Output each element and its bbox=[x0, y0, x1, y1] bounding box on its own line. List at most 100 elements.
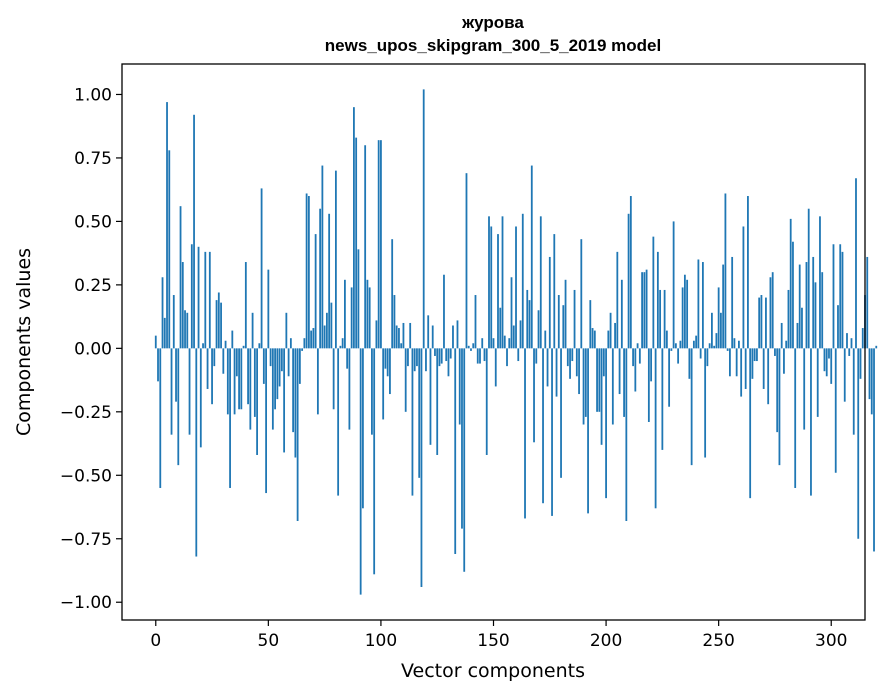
bar-component-239 bbox=[692, 340, 695, 349]
bar-component-0 bbox=[154, 335, 157, 349]
y-tick-label: 1.00 bbox=[74, 85, 112, 105]
x-tick-label: 0 bbox=[150, 631, 161, 651]
bar-component-260 bbox=[740, 348, 743, 397]
bar-component-153 bbox=[499, 307, 502, 349]
bar-component-30 bbox=[222, 348, 225, 374]
bar-component-307 bbox=[846, 333, 848, 349]
bar-component-91 bbox=[359, 348, 362, 595]
bar-component-187 bbox=[575, 348, 578, 377]
bar-component-226 bbox=[663, 289, 666, 349]
bar-component-53 bbox=[274, 348, 276, 410]
bar-component-301 bbox=[832, 244, 835, 349]
x-tick-label: 150 bbox=[477, 631, 509, 651]
bar-component-135 bbox=[458, 348, 461, 425]
bar-component-290 bbox=[807, 208, 810, 349]
bar-component-123 bbox=[431, 325, 434, 349]
bar-component-180 bbox=[560, 348, 562, 478]
bar-component-5 bbox=[166, 102, 168, 349]
bar-component-214 bbox=[636, 343, 639, 349]
bar-component-99 bbox=[377, 140, 380, 349]
bar-component-303 bbox=[837, 305, 839, 349]
bar-component-55 bbox=[278, 348, 281, 387]
bar-component-42 bbox=[249, 348, 252, 430]
bar-component-59 bbox=[287, 348, 290, 377]
bar-component-220 bbox=[650, 348, 653, 382]
bar-component-22 bbox=[204, 251, 207, 349]
bar-component-215 bbox=[638, 348, 641, 364]
bar-component-245 bbox=[706, 348, 709, 367]
bar-component-233 bbox=[679, 340, 682, 349]
bar-component-211 bbox=[629, 196, 632, 349]
bar-component-112 bbox=[407, 348, 409, 367]
bar-component-1 bbox=[157, 348, 159, 382]
bar-component-238 bbox=[690, 348, 693, 466]
bar-component-208 bbox=[623, 348, 625, 417]
bar-component-110 bbox=[402, 322, 405, 349]
bar-component-294 bbox=[816, 348, 819, 417]
bar-component-103 bbox=[386, 348, 389, 377]
bar-component-67 bbox=[305, 193, 308, 349]
bar-component-145 bbox=[481, 338, 484, 349]
x-tick-label: 50 bbox=[258, 631, 280, 651]
y-tick-label: −0.75 bbox=[60, 530, 112, 550]
bar-component-38 bbox=[240, 348, 243, 410]
bar-component-272 bbox=[767, 348, 770, 405]
bar-component-160 bbox=[515, 226, 517, 349]
plot-frame bbox=[121, 63, 866, 621]
bar-component-241 bbox=[697, 259, 700, 349]
bar-component-267 bbox=[756, 348, 758, 362]
bar-component-19 bbox=[197, 246, 200, 349]
bar-component-87 bbox=[350, 287, 353, 349]
bar-component-16 bbox=[190, 244, 193, 349]
bar-component-10 bbox=[177, 348, 180, 466]
bar-component-319 bbox=[873, 348, 875, 552]
bar-component-60 bbox=[289, 338, 292, 349]
bar-component-185 bbox=[571, 348, 574, 362]
bar-component-231 bbox=[674, 343, 677, 349]
bar-component-280 bbox=[785, 340, 788, 349]
bar-component-183 bbox=[566, 348, 569, 367]
bar-component-90 bbox=[357, 249, 360, 349]
bar-component-310 bbox=[852, 348, 855, 435]
bar-component-318 bbox=[870, 348, 873, 415]
bar-component-138 bbox=[465, 173, 468, 349]
bar-component-161 bbox=[517, 348, 520, 362]
bar-component-184 bbox=[569, 348, 571, 379]
bar-component-94 bbox=[366, 279, 369, 349]
y-tick-label: −0.25 bbox=[60, 403, 112, 423]
bar-component-198 bbox=[600, 348, 603, 445]
bar-component-257 bbox=[733, 338, 736, 349]
bar-component-31 bbox=[224, 340, 227, 349]
bar-component-291 bbox=[810, 348, 812, 496]
bar-component-17 bbox=[193, 114, 195, 349]
bar-component-251 bbox=[720, 312, 722, 349]
bar-component-266 bbox=[753, 348, 756, 362]
bar-component-209 bbox=[625, 348, 628, 521]
bar-component-225 bbox=[661, 348, 664, 450]
bar-component-45 bbox=[256, 348, 258, 455]
bar-component-244 bbox=[704, 348, 707, 458]
bar-component-36 bbox=[235, 348, 238, 377]
bar-component-189 bbox=[580, 239, 583, 349]
bar-component-313 bbox=[859, 348, 862, 379]
bar-component-109 bbox=[400, 343, 403, 349]
chart-title-model: news_upos_skipgram_300_5_2019 model bbox=[325, 36, 661, 55]
bar-component-232 bbox=[677, 348, 680, 364]
bar-component-3 bbox=[161, 277, 164, 349]
bar-component-298 bbox=[825, 348, 828, 377]
bar-component-312 bbox=[857, 348, 860, 539]
bar-component-258 bbox=[735, 348, 738, 377]
bar-component-188 bbox=[578, 348, 580, 395]
bar-component-69 bbox=[310, 330, 313, 349]
bar-component-71 bbox=[314, 234, 317, 349]
bar-component-243 bbox=[701, 262, 704, 349]
bar-component-181 bbox=[562, 305, 565, 349]
bar-component-206 bbox=[618, 348, 621, 395]
bar-component-268 bbox=[758, 297, 761, 349]
bar-component-117 bbox=[418, 348, 421, 478]
bar-component-265 bbox=[751, 348, 754, 379]
bar-component-116 bbox=[416, 348, 418, 367]
bar-component-128 bbox=[443, 274, 445, 349]
bar-component-234 bbox=[681, 287, 684, 349]
bar-component-281 bbox=[787, 289, 790, 349]
